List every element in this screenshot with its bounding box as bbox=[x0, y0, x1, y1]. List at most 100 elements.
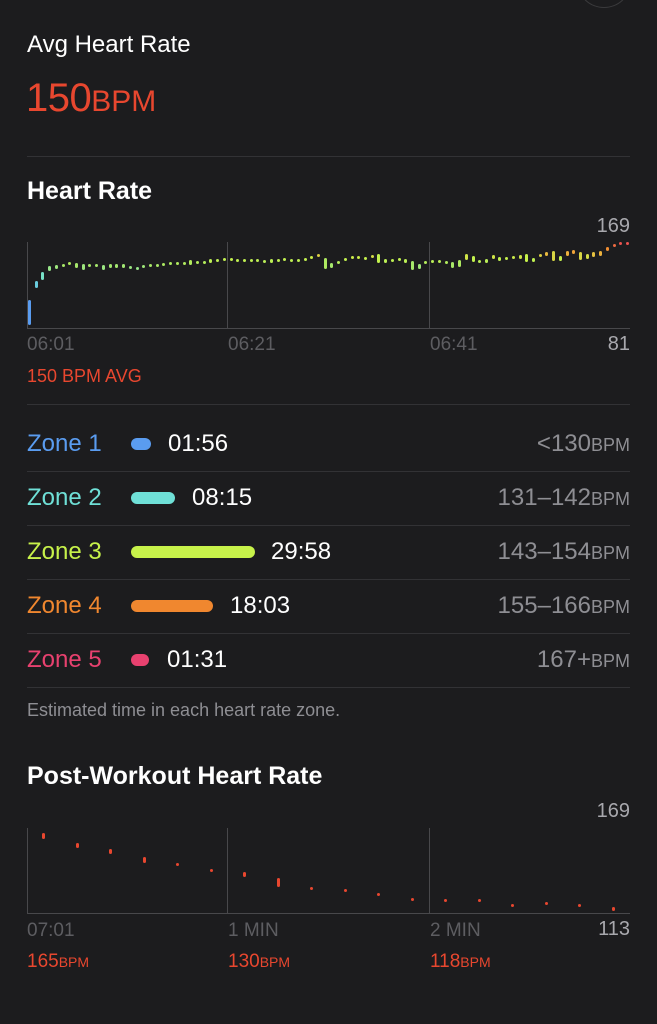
chart-data-bar bbox=[477, 899, 481, 903]
zone-time: 08:15 bbox=[192, 484, 253, 511]
close-button[interactable] bbox=[578, 0, 630, 8]
zone-label: Zone 1 bbox=[27, 430, 102, 457]
chart-data-bar bbox=[599, 250, 603, 256]
zone-range-value: 155–166 bbox=[497, 592, 591, 619]
chart-data-bar bbox=[75, 262, 79, 269]
value-number: 118 bbox=[430, 951, 461, 972]
chart-data-bar bbox=[243, 872, 246, 877]
chart-data-bar bbox=[296, 258, 300, 262]
chart-data-bar bbox=[451, 261, 455, 269]
chart-data-bar bbox=[410, 897, 414, 901]
chart-gridline bbox=[27, 242, 28, 329]
chart-gridline bbox=[227, 828, 228, 914]
zone-range: <130BPM bbox=[537, 430, 630, 458]
zone-duration-bar bbox=[131, 600, 213, 612]
chart-data-bar bbox=[196, 260, 199, 264]
zone-row-3[interactable]: Zone 3 29:58 143–154BPM bbox=[27, 526, 630, 580]
chart-data-bar bbox=[552, 250, 556, 261]
divider bbox=[27, 687, 630, 688]
chart-data-bar bbox=[544, 902, 548, 906]
chart-data-bar bbox=[310, 887, 313, 891]
chart-data-bar bbox=[578, 903, 581, 907]
chart-data-bar bbox=[88, 263, 92, 267]
zone-time: 01:31 bbox=[167, 646, 228, 673]
chart-data-bar bbox=[357, 255, 361, 259]
zone-range-value: <130 bbox=[536, 430, 591, 457]
chart-data-bar bbox=[256, 258, 260, 262]
zone-row-2[interactable]: Zone 2 08:15 131–142BPM bbox=[27, 472, 630, 526]
heart-rate-axis-min: 81 bbox=[607, 333, 630, 355]
zone-row-4[interactable]: Zone 4 18:03 155–166BPM bbox=[27, 580, 630, 634]
chart-data-bar bbox=[61, 263, 65, 267]
zone-range: 167+BPM bbox=[537, 646, 630, 674]
chart-data-bar bbox=[209, 258, 213, 263]
chart-data-bar bbox=[28, 299, 31, 326]
chart-data-bar bbox=[417, 264, 421, 270]
divider bbox=[27, 525, 630, 526]
zone-range-unit: BPM bbox=[590, 651, 630, 671]
zone-duration-bar bbox=[131, 654, 149, 666]
chart-data-bar bbox=[263, 259, 267, 263]
chart-data-bar bbox=[135, 267, 139, 271]
chart-data-bar bbox=[142, 265, 146, 269]
divider bbox=[27, 404, 630, 405]
chart-baseline bbox=[27, 328, 630, 329]
chart-data-bar bbox=[142, 856, 146, 863]
heart-rate-tick-2: 06:21 bbox=[228, 334, 276, 355]
post-workout-chart[interactable] bbox=[27, 828, 630, 914]
chart-data-bar bbox=[269, 258, 273, 263]
chart-data-bar bbox=[532, 257, 535, 262]
heart-rate-chart[interactable] bbox=[27, 242, 630, 329]
chart-data-bar bbox=[458, 259, 462, 268]
chart-data-bar bbox=[48, 266, 52, 272]
value-unit: BPM bbox=[259, 954, 291, 970]
zone-row-1[interactable]: Zone 1 01:56 <130BPM bbox=[27, 418, 630, 472]
chart-data-bar bbox=[222, 257, 226, 261]
chart-data-bar bbox=[572, 249, 576, 254]
chart-data-bar bbox=[276, 258, 280, 262]
chart-data-bar bbox=[404, 258, 408, 263]
chart-data-bar bbox=[611, 906, 615, 912]
chart-data-bar bbox=[108, 263, 112, 269]
chart-data-bar bbox=[484, 258, 488, 264]
post-workout-axis-min: 113 bbox=[598, 918, 630, 940]
value-unit: BPM bbox=[460, 954, 491, 970]
zone-time: 01:56 bbox=[168, 430, 229, 457]
chart-data-bar bbox=[545, 251, 549, 256]
chart-data-bar bbox=[209, 868, 213, 872]
chart-data-bar bbox=[155, 263, 159, 267]
chart-gridline bbox=[429, 242, 430, 329]
chart-gridline bbox=[227, 242, 228, 329]
chart-data-bar bbox=[182, 261, 186, 265]
chart-data-bar bbox=[424, 260, 428, 264]
chart-data-bar bbox=[276, 878, 280, 888]
chart-data-bar bbox=[411, 260, 415, 271]
chart-data-bar bbox=[505, 256, 509, 260]
chart-data-bar bbox=[75, 843, 79, 848]
heart-rate-tick-3: 06:41 bbox=[430, 334, 478, 355]
chart-data-bar bbox=[478, 259, 482, 263]
zone-label: Zone 5 bbox=[27, 646, 102, 673]
chart-data-bar bbox=[243, 258, 247, 262]
value-number: 130 bbox=[228, 951, 260, 972]
chart-data-bar bbox=[283, 257, 287, 261]
chart-data-bar bbox=[538, 253, 542, 257]
chart-data-bar bbox=[471, 255, 475, 262]
avg-value-number: 150 bbox=[26, 76, 92, 120]
zone-label: Zone 2 bbox=[27, 484, 102, 511]
chart-data-bar bbox=[343, 257, 347, 261]
chart-data-bar bbox=[330, 262, 334, 269]
post-workout-tick-3: 2 MIN bbox=[430, 920, 481, 941]
chart-data-bar bbox=[122, 264, 126, 269]
avg-value-unit: BPM bbox=[91, 85, 157, 118]
heart-rate-avg-caption: 150 BPM AVG bbox=[27, 366, 142, 386]
post-workout-value-1: 165BPM bbox=[27, 951, 89, 973]
chart-data-bar bbox=[189, 259, 193, 266]
zone-row-5[interactable]: Zone 5 01:31 167+BPM bbox=[27, 634, 630, 688]
chart-data-bar bbox=[249, 258, 253, 262]
value-unit: BPM bbox=[58, 954, 90, 970]
heart-rate-tick-1: 06:01 bbox=[27, 334, 75, 355]
chart-data-bar bbox=[310, 255, 314, 259]
chart-data-bar bbox=[370, 254, 374, 258]
chart-data-bar bbox=[585, 253, 589, 259]
